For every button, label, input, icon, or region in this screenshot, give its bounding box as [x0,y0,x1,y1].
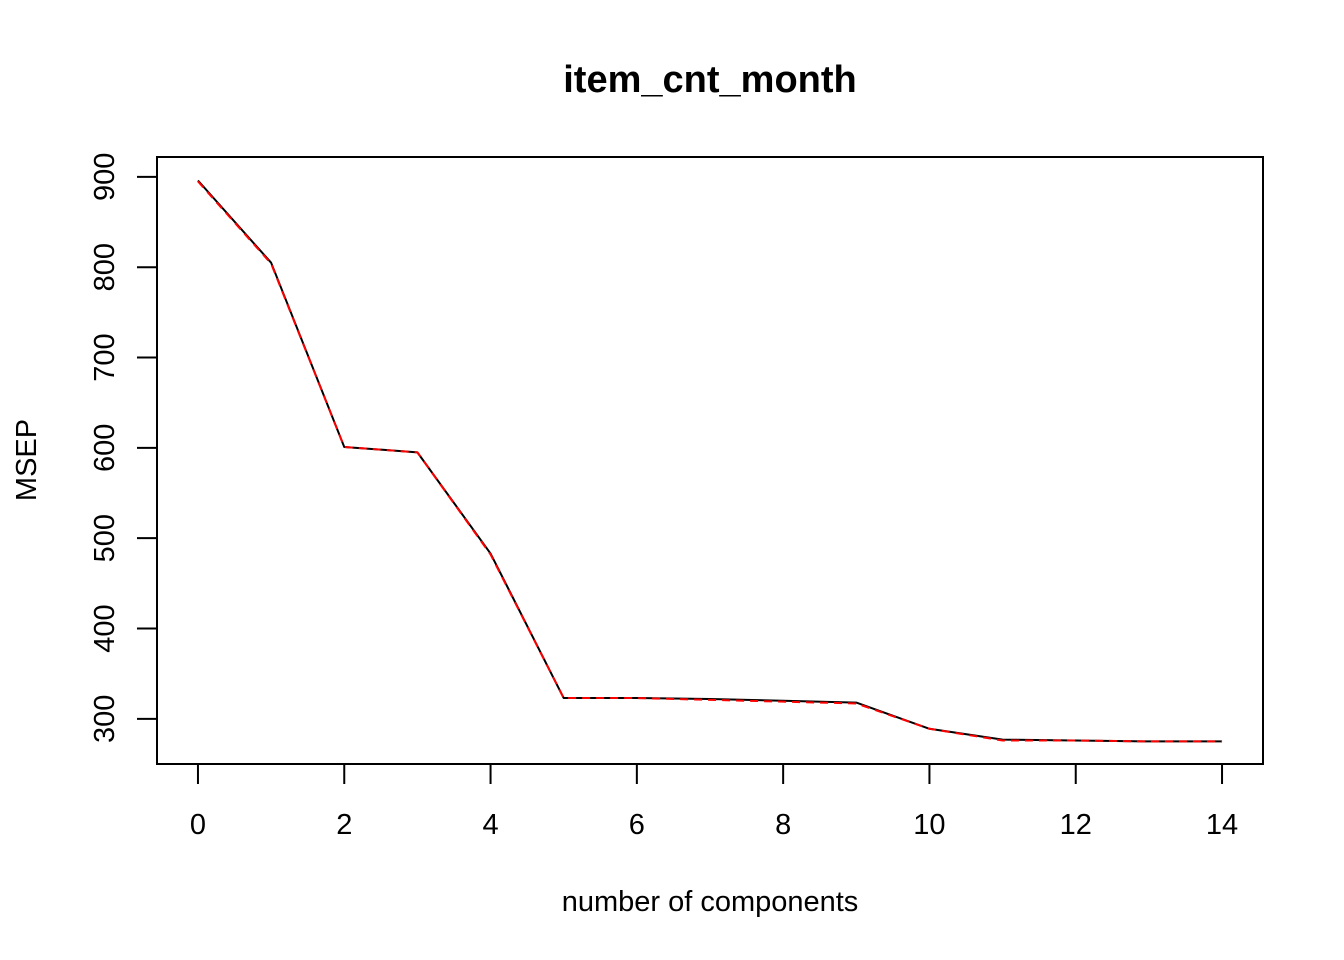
x-tick-label: 2 [336,809,352,841]
x-tick-label: 4 [482,809,498,841]
x-tick-label: 8 [775,809,791,841]
x-tick-label: 0 [190,809,206,841]
y-tick-label: 300 [89,695,121,743]
x-axis: 0 2 4 6 8 10 12 14 [190,763,1238,841]
y-tick-label: 400 [89,604,121,652]
y-tick-label: 900 [89,153,121,201]
series-layer [197,179,1223,743]
y-axis: 300 400 500 600 700 800 900 [89,153,158,743]
plot-frame [156,156,1264,765]
series-line-1 [197,179,1223,743]
y-tick-label: 800 [89,243,121,291]
x-tick-label: 14 [1206,809,1238,841]
x-axis-label: number of components [562,886,859,918]
y-tick-label: 500 [89,514,121,562]
y-tick-label: 600 [89,424,121,472]
x-tick-label: 6 [629,809,645,841]
series-line-2 [197,180,1223,743]
y-tick-label: 700 [89,333,121,381]
x-tick-label: 12 [1060,809,1092,841]
chart-title: item_cnt_month [563,59,856,101]
y-axis-label: MSEP [11,419,43,501]
x-tick-label: 10 [913,809,945,841]
